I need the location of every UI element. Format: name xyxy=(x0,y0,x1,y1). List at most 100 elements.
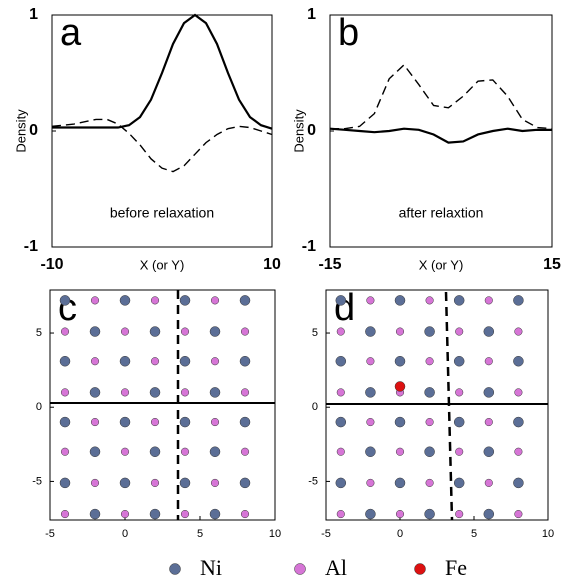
atom xyxy=(59,477,71,489)
y-tick-label: 0 xyxy=(307,122,316,139)
atom xyxy=(90,357,100,366)
atom xyxy=(180,388,190,397)
atom xyxy=(60,327,70,336)
y-tick-label: 0 xyxy=(29,122,38,139)
x-axis-label: X (or Y) xyxy=(419,257,464,272)
annotation: after relaxtion xyxy=(399,205,484,221)
x-tick-label: -5 xyxy=(45,528,55,540)
atom xyxy=(483,508,495,520)
atom xyxy=(424,508,435,520)
legend-label: Fe xyxy=(445,555,467,580)
atom xyxy=(514,327,523,336)
atom xyxy=(149,446,161,457)
atom xyxy=(89,326,101,337)
atom xyxy=(239,355,251,367)
atom xyxy=(484,478,493,487)
legend-label: Ni xyxy=(200,555,222,580)
atom xyxy=(483,446,495,457)
atom xyxy=(336,388,345,397)
density-line xyxy=(330,63,553,130)
atom xyxy=(483,326,495,337)
atom xyxy=(179,416,191,428)
atom xyxy=(89,387,101,398)
atom xyxy=(455,447,464,456)
atom xyxy=(513,355,524,367)
atom xyxy=(209,508,221,520)
atom xyxy=(513,416,524,428)
atom xyxy=(120,510,130,519)
atom xyxy=(453,477,465,489)
atom xyxy=(210,418,220,427)
atom xyxy=(455,327,464,336)
y-tick-label: 0 xyxy=(36,401,42,413)
panel-label: b xyxy=(338,12,359,54)
atom xyxy=(395,327,405,336)
atom xyxy=(90,478,100,487)
atom xyxy=(150,296,160,305)
atom xyxy=(425,357,434,366)
atom xyxy=(336,447,345,456)
y-tick-label: 5 xyxy=(312,327,318,339)
atom xyxy=(89,446,101,457)
atom xyxy=(209,326,221,337)
atom xyxy=(395,447,405,456)
atom xyxy=(60,510,70,519)
legend-label: Al xyxy=(325,555,347,580)
atom xyxy=(150,418,160,427)
atom xyxy=(150,357,160,366)
atom xyxy=(89,508,101,520)
density-line xyxy=(52,13,273,130)
atom xyxy=(394,355,406,367)
atom xyxy=(119,295,131,306)
atom xyxy=(180,327,190,336)
x-tick-label: -5 xyxy=(321,528,331,540)
density-line xyxy=(329,127,552,144)
atom xyxy=(394,295,406,306)
atom xyxy=(395,510,405,519)
atom xyxy=(90,418,100,427)
x-tick-label: 10 xyxy=(269,528,281,540)
y-tick-label: 0 xyxy=(312,401,318,413)
atom xyxy=(149,387,161,398)
x-tick-label: 10 xyxy=(263,256,281,273)
legend-marker xyxy=(169,563,181,575)
atom xyxy=(513,477,524,489)
atom xyxy=(209,387,221,398)
atom xyxy=(365,387,376,398)
atom xyxy=(365,446,376,457)
atom xyxy=(239,416,251,428)
atom xyxy=(425,418,434,427)
atom xyxy=(424,446,435,457)
atom xyxy=(150,478,160,487)
panel-label: d xyxy=(334,287,355,329)
atom xyxy=(180,510,190,519)
x-tick-label: 10 xyxy=(542,528,554,540)
y-tick-label: 5 xyxy=(36,327,42,339)
atom xyxy=(394,477,406,489)
atom xyxy=(453,295,465,306)
atom xyxy=(119,477,131,489)
atom xyxy=(425,296,434,305)
atom xyxy=(453,355,465,367)
atom xyxy=(180,447,190,456)
annotation: before relaxation xyxy=(110,205,214,221)
y-axis-label: Density xyxy=(291,109,306,153)
atom xyxy=(483,387,495,398)
atom xyxy=(366,418,375,427)
x-tick-label: 5 xyxy=(471,528,477,540)
atom xyxy=(240,510,250,519)
legend-marker xyxy=(294,563,306,575)
y-axis-label: Density xyxy=(13,109,28,153)
atom xyxy=(424,387,435,398)
x-tick-label: 0 xyxy=(397,528,403,540)
atom xyxy=(239,477,251,489)
atom xyxy=(335,295,347,306)
atom xyxy=(514,510,523,519)
plot-frame xyxy=(49,289,276,521)
atom xyxy=(335,477,347,489)
x-axis-label: X (or Y) xyxy=(140,257,185,272)
atom xyxy=(514,388,523,397)
density-line xyxy=(51,118,273,173)
atom xyxy=(119,416,131,428)
